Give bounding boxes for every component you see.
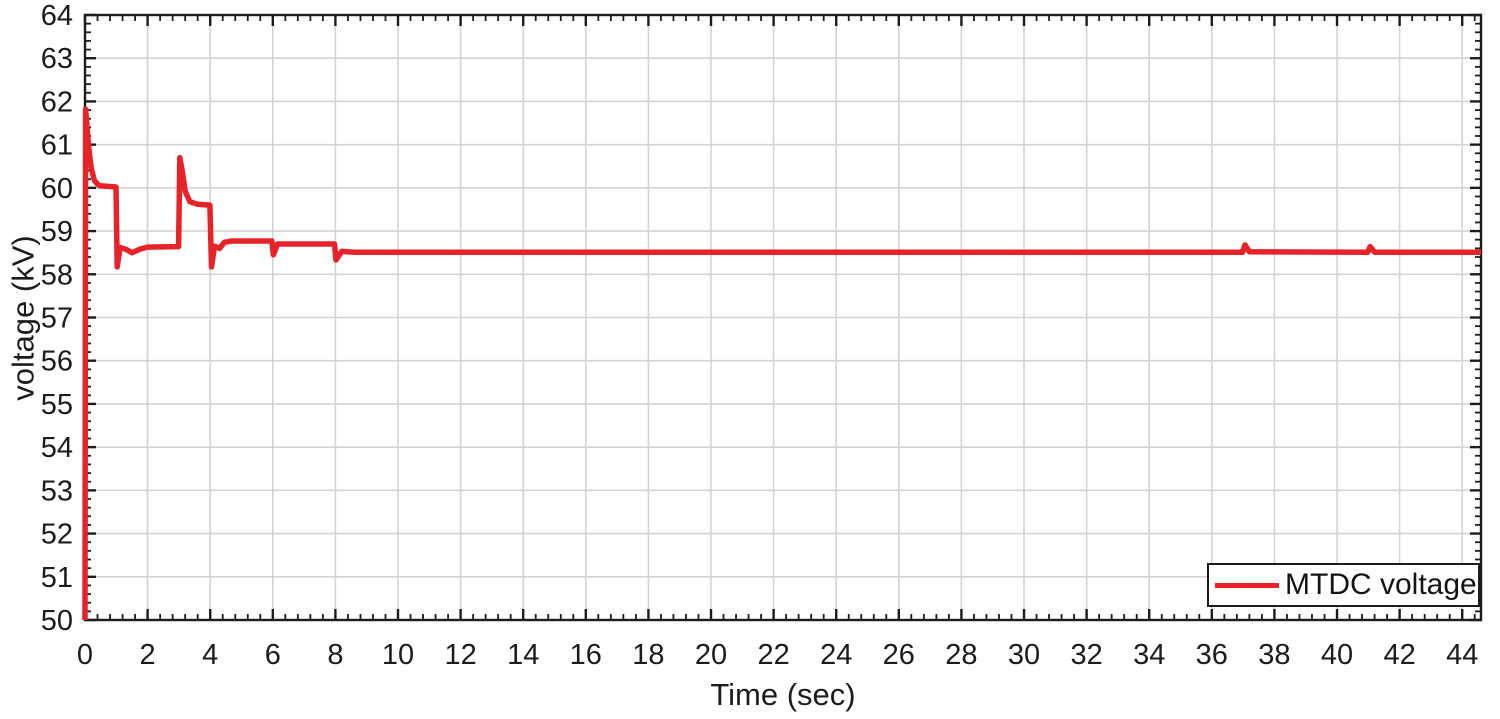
y-tick-label: 60	[41, 173, 73, 205]
y-tick-label: 51	[41, 562, 73, 594]
x-tick-label: 4	[202, 639, 218, 671]
legend: MTDC voltage	[1207, 563, 1480, 607]
x-tick-label: 24	[820, 639, 852, 671]
y-tick-label: 59	[41, 216, 73, 248]
legend-line-sample	[1215, 582, 1279, 588]
y-tick-label: 55	[41, 389, 73, 421]
x-tick-label: 8	[327, 639, 343, 671]
x-tick-label: 44	[1446, 639, 1478, 671]
x-tick-label: 34	[1133, 639, 1165, 671]
x-tick-label: 18	[632, 639, 664, 671]
y-tick-label: 53	[41, 475, 73, 507]
x-tick-label: 12	[444, 639, 476, 671]
x-tick-label: 30	[1008, 639, 1040, 671]
x-tick-label: 42	[1383, 639, 1415, 671]
x-tick-label: 14	[507, 639, 539, 671]
x-tick-label: 22	[757, 639, 789, 671]
x-tick-label: 2	[140, 639, 156, 671]
y-tick-label: 61	[41, 130, 73, 162]
y-axis-label: voltage (kV)	[5, 235, 41, 401]
y-tick-label: 50	[41, 605, 73, 637]
x-tick-label: 6	[265, 639, 281, 671]
y-tick-label: 52	[41, 519, 73, 551]
x-tick-label: 20	[695, 639, 727, 671]
x-tick-label: 28	[945, 639, 977, 671]
y-tick-label: 63	[41, 43, 73, 75]
x-tick-label: 32	[1070, 639, 1102, 671]
y-tick-label: 62	[41, 86, 73, 118]
y-tick-label: 54	[41, 432, 73, 464]
x-axis-label: Time (sec)	[710, 677, 856, 712]
x-tick-label: 16	[570, 639, 602, 671]
x-tick-label: 40	[1321, 639, 1353, 671]
y-tick-label: 57	[41, 303, 73, 335]
x-tick-label: 26	[883, 639, 915, 671]
x-tick-label: 36	[1196, 639, 1228, 671]
x-tick-label: 10	[382, 639, 414, 671]
y-tick-label: 58	[41, 259, 73, 291]
series-mtdc-voltage	[82, 106, 1481, 621]
x-tick-label: 38	[1258, 639, 1290, 671]
y-tick-label: 64	[41, 0, 73, 32]
legend-label: MTDC voltage	[1285, 568, 1477, 601]
y-tick-label: 56	[41, 346, 73, 378]
x-tick-label: 0	[77, 639, 93, 671]
